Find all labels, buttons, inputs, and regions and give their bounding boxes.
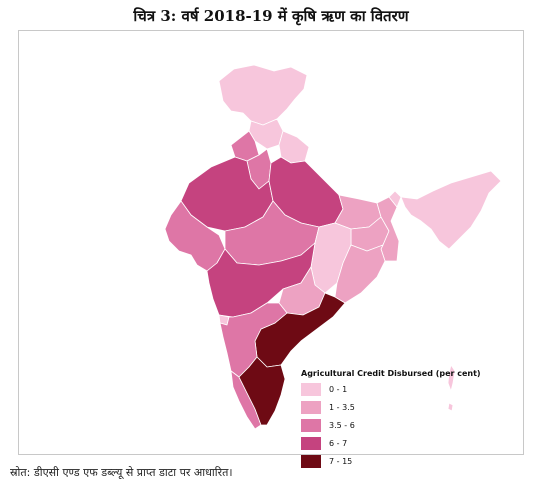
region-odisha (334, 244, 386, 304)
legend-label: 7 - 15 (329, 457, 353, 466)
legend-label: 3.5 - 6 (329, 421, 355, 430)
legend-item: 3.5 - 6 (301, 418, 451, 433)
region-gujarat (164, 200, 226, 272)
region-andaman-nicobar (447, 364, 456, 392)
legend-label: 0 - 1 (329, 385, 348, 394)
map-legend: Agricultural Credit Disbursed (per cent)… (301, 369, 481, 472)
region-karnataka (219, 302, 288, 378)
region-nicobar (447, 402, 454, 412)
legend-label: 1 - 3.5 (329, 403, 355, 412)
legend-swatch (301, 437, 321, 450)
region-north-east (400, 170, 502, 250)
legend-label: 6 - 7 (329, 439, 348, 448)
legend-item: 6 - 7 (301, 436, 451, 451)
figure-title: चित्र 3: वर्ष 2018-19 में कृषि ऋण का वित… (133, 7, 409, 25)
legend-item: 7 - 15 (301, 454, 451, 469)
region-jammu-kashmir (218, 64, 308, 126)
india-map (164, 64, 502, 430)
legend-item: 1 - 3.5 (301, 400, 451, 415)
legend-swatch (301, 383, 321, 396)
map-frame: Agricultural Credit Disbursed (per cent)… (18, 30, 524, 468)
legend-title: Agricultural Credit Disbursed (per cent) (301, 369, 481, 378)
legend-swatch (301, 401, 321, 414)
legend-item: 0 - 1 (301, 382, 451, 397)
source-note: स्रोत: डीएसी एण्ड एफ डब्ल्यू से प्राप्त … (10, 466, 233, 479)
legend-swatch (301, 455, 321, 468)
legend-swatch (301, 419, 321, 432)
region-tamil-nadu (238, 356, 286, 426)
